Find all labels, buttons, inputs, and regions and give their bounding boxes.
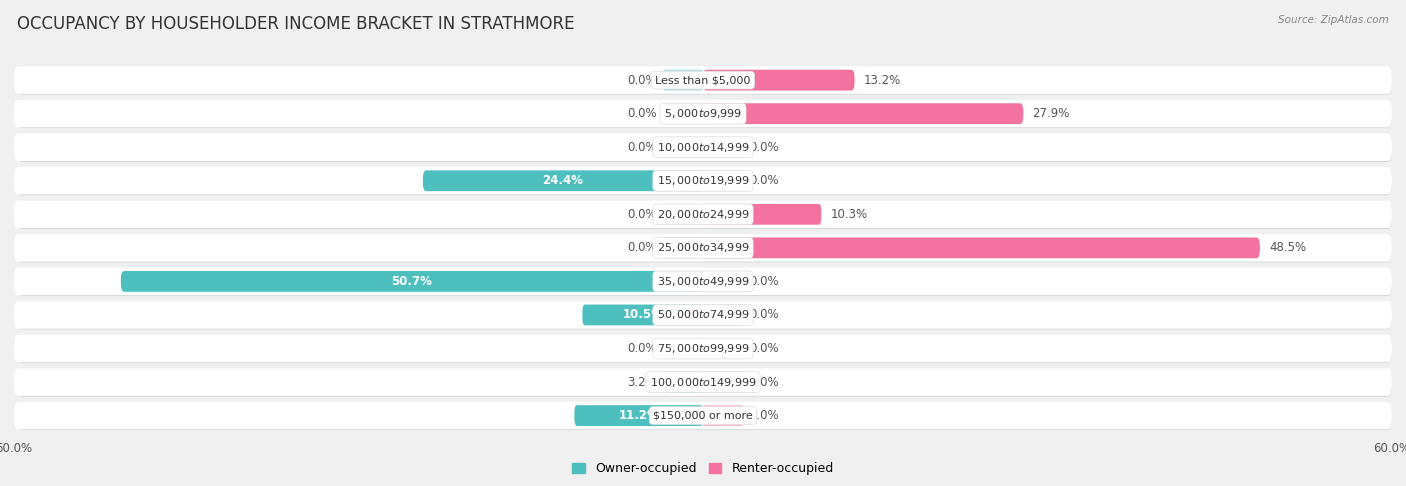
FancyBboxPatch shape [703, 103, 1024, 124]
FancyBboxPatch shape [703, 405, 744, 426]
Text: 0.0%: 0.0% [749, 376, 779, 388]
FancyBboxPatch shape [14, 134, 1392, 161]
FancyBboxPatch shape [703, 271, 744, 292]
FancyBboxPatch shape [17, 268, 1392, 296]
FancyBboxPatch shape [662, 204, 703, 225]
Text: $75,000 to $99,999: $75,000 to $99,999 [657, 342, 749, 355]
FancyBboxPatch shape [662, 69, 703, 90]
Text: 24.4%: 24.4% [543, 174, 583, 187]
FancyBboxPatch shape [14, 335, 1392, 362]
FancyBboxPatch shape [14, 167, 1392, 194]
FancyBboxPatch shape [17, 201, 1392, 229]
Text: 0.0%: 0.0% [749, 174, 779, 187]
Text: $25,000 to $34,999: $25,000 to $34,999 [657, 242, 749, 254]
Text: 11.2%: 11.2% [619, 409, 659, 422]
Text: $50,000 to $74,999: $50,000 to $74,999 [657, 309, 749, 321]
FancyBboxPatch shape [703, 338, 744, 359]
Text: 0.0%: 0.0% [627, 342, 657, 355]
FancyBboxPatch shape [121, 271, 703, 292]
FancyBboxPatch shape [14, 100, 1392, 127]
FancyBboxPatch shape [666, 372, 703, 393]
FancyBboxPatch shape [662, 137, 703, 157]
FancyBboxPatch shape [423, 171, 703, 191]
Text: $5,000 to $9,999: $5,000 to $9,999 [664, 107, 742, 120]
FancyBboxPatch shape [662, 238, 703, 258]
Text: $150,000 or more: $150,000 or more [654, 411, 752, 420]
Text: 0.0%: 0.0% [749, 275, 779, 288]
Text: 10.3%: 10.3% [831, 208, 868, 221]
Text: 0.0%: 0.0% [749, 342, 779, 355]
Text: 0.0%: 0.0% [749, 409, 779, 422]
FancyBboxPatch shape [14, 67, 1392, 94]
FancyBboxPatch shape [17, 402, 1392, 430]
FancyBboxPatch shape [703, 238, 1260, 258]
Text: 13.2%: 13.2% [863, 73, 901, 87]
FancyBboxPatch shape [703, 69, 855, 90]
Text: Less than $5,000: Less than $5,000 [655, 75, 751, 85]
Text: 50.7%: 50.7% [391, 275, 433, 288]
FancyBboxPatch shape [703, 305, 744, 325]
Text: 0.0%: 0.0% [627, 208, 657, 221]
Text: OCCUPANCY BY HOUSEHOLDER INCOME BRACKET IN STRATHMORE: OCCUPANCY BY HOUSEHOLDER INCOME BRACKET … [17, 15, 575, 33]
FancyBboxPatch shape [582, 305, 703, 325]
Text: 0.0%: 0.0% [627, 73, 657, 87]
FancyBboxPatch shape [14, 268, 1392, 295]
FancyBboxPatch shape [14, 201, 1392, 228]
Text: 48.5%: 48.5% [1270, 242, 1306, 254]
Text: $35,000 to $49,999: $35,000 to $49,999 [657, 275, 749, 288]
FancyBboxPatch shape [17, 369, 1392, 397]
Text: 0.0%: 0.0% [627, 242, 657, 254]
Text: 0.0%: 0.0% [749, 141, 779, 154]
FancyBboxPatch shape [703, 372, 744, 393]
FancyBboxPatch shape [575, 405, 703, 426]
FancyBboxPatch shape [14, 402, 1392, 429]
FancyBboxPatch shape [703, 137, 744, 157]
FancyBboxPatch shape [17, 235, 1392, 262]
FancyBboxPatch shape [17, 168, 1392, 195]
Text: Source: ZipAtlas.com: Source: ZipAtlas.com [1278, 15, 1389, 25]
Text: $100,000 to $149,999: $100,000 to $149,999 [650, 376, 756, 388]
FancyBboxPatch shape [17, 134, 1392, 162]
FancyBboxPatch shape [14, 368, 1392, 396]
FancyBboxPatch shape [17, 101, 1392, 128]
Text: 0.0%: 0.0% [627, 107, 657, 120]
FancyBboxPatch shape [17, 67, 1392, 95]
FancyBboxPatch shape [703, 204, 821, 225]
FancyBboxPatch shape [14, 234, 1392, 261]
FancyBboxPatch shape [662, 338, 703, 359]
FancyBboxPatch shape [17, 302, 1392, 330]
Text: 0.0%: 0.0% [749, 309, 779, 321]
FancyBboxPatch shape [703, 171, 744, 191]
Text: $20,000 to $24,999: $20,000 to $24,999 [657, 208, 749, 221]
FancyBboxPatch shape [17, 335, 1392, 363]
Text: 10.5%: 10.5% [623, 309, 664, 321]
FancyBboxPatch shape [662, 103, 703, 124]
Text: $10,000 to $14,999: $10,000 to $14,999 [657, 141, 749, 154]
Text: 0.0%: 0.0% [627, 141, 657, 154]
Text: 27.9%: 27.9% [1032, 107, 1070, 120]
Legend: Owner-occupied, Renter-occupied: Owner-occupied, Renter-occupied [568, 457, 838, 481]
Text: 3.2%: 3.2% [627, 376, 657, 388]
FancyBboxPatch shape [14, 301, 1392, 329]
Text: $15,000 to $19,999: $15,000 to $19,999 [657, 174, 749, 187]
